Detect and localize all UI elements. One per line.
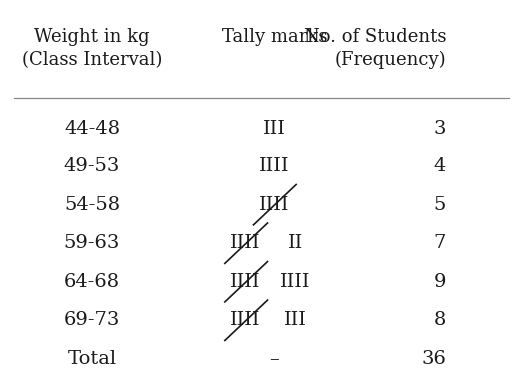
- Text: 69-73: 69-73: [64, 311, 120, 329]
- Text: IIII: IIII: [230, 273, 261, 291]
- Text: Weight in kg
(Class Interval): Weight in kg (Class Interval): [22, 28, 162, 69]
- Text: 3: 3: [434, 120, 446, 138]
- Text: Tally marks: Tally marks: [221, 28, 327, 47]
- Text: 44-48: 44-48: [64, 120, 120, 138]
- Text: 7: 7: [434, 234, 446, 252]
- Text: No. of Students
(Frequency): No. of Students (Frequency): [304, 28, 446, 69]
- Text: 9: 9: [434, 273, 446, 291]
- Text: IIII: IIII: [280, 273, 310, 291]
- Text: 59-63: 59-63: [64, 234, 120, 252]
- Text: III: III: [284, 311, 307, 329]
- Text: IIII: IIII: [259, 157, 289, 175]
- Text: III: III: [263, 120, 286, 138]
- Text: 4: 4: [434, 157, 446, 175]
- Text: IIII: IIII: [230, 311, 261, 329]
- Text: 8: 8: [434, 311, 446, 329]
- Text: 64-68: 64-68: [64, 273, 120, 291]
- Text: Total: Total: [67, 350, 116, 368]
- Text: 54-58: 54-58: [64, 196, 120, 214]
- Text: IIII: IIII: [259, 196, 289, 214]
- Text: II: II: [288, 234, 302, 252]
- Text: 36: 36: [421, 350, 446, 368]
- Text: IIII: IIII: [230, 234, 261, 252]
- Text: –: –: [269, 350, 279, 368]
- Text: 5: 5: [434, 196, 446, 214]
- Text: 49-53: 49-53: [64, 157, 120, 175]
